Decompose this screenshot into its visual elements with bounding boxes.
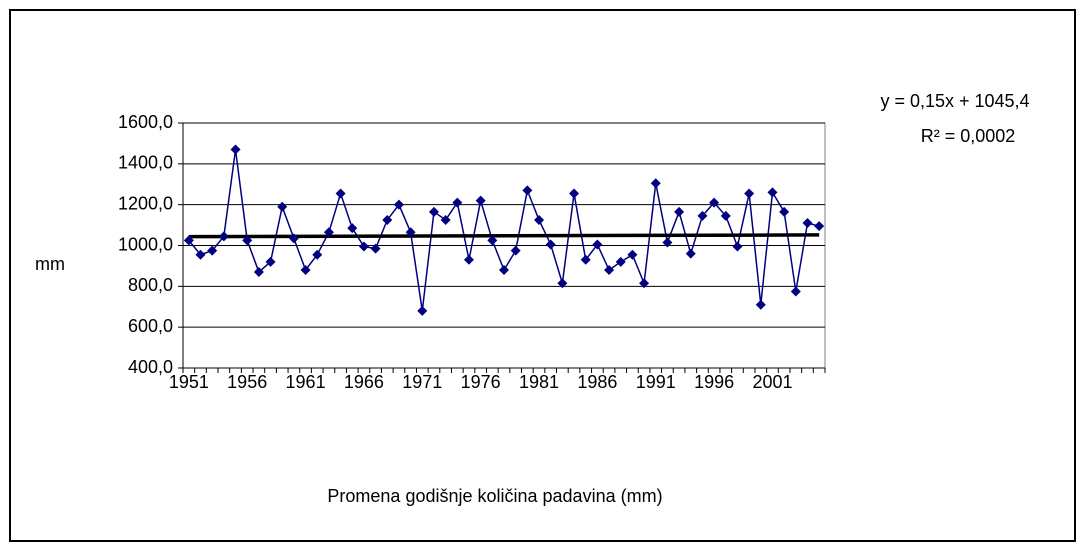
y-tick-label: 400,0 [128, 357, 173, 377]
data-point [557, 278, 568, 289]
x-tick-label: 1976 [461, 372, 501, 392]
chart-title: Promena godišnje količina padavina (mm) [327, 486, 662, 506]
y-tick-label: 1600,0 [118, 112, 173, 132]
data-point [744, 188, 755, 199]
x-tick-label: 1981 [519, 372, 559, 392]
data-point [277, 201, 288, 212]
y-axis-label: mm [35, 254, 65, 274]
data-point [335, 188, 346, 199]
data-point [662, 237, 673, 248]
y-tick-label: 1000,0 [118, 234, 173, 254]
y-tick-label: 1200,0 [118, 193, 173, 213]
y-tick-label: 1400,0 [118, 153, 173, 173]
data-point [697, 210, 708, 221]
data-point [405, 227, 416, 238]
data-point [242, 235, 253, 246]
data-point [767, 187, 778, 198]
data-point [720, 210, 731, 221]
data-point [253, 267, 264, 278]
y-tick-label: 600,0 [128, 316, 173, 336]
data-point [475, 195, 486, 206]
data-point [370, 243, 381, 254]
x-tick-label: 1991 [636, 372, 676, 392]
data-point [732, 241, 743, 252]
data-point [358, 241, 369, 252]
data-point [452, 197, 463, 208]
data-point [545, 239, 556, 250]
x-tick-label: 2001 [752, 372, 792, 392]
data-point [534, 214, 545, 225]
data-point [463, 254, 474, 265]
y-tick-label: 800,0 [128, 275, 173, 295]
data-point [428, 206, 439, 217]
data-point [393, 199, 404, 210]
x-tick-label: 1971 [402, 372, 442, 392]
x-tick-label: 1961 [286, 372, 326, 392]
data-point [569, 188, 580, 199]
trendline [188, 233, 820, 239]
data-point [487, 235, 498, 246]
data-point [323, 227, 334, 238]
data-point [592, 239, 603, 250]
data-point [195, 249, 206, 260]
data-point [814, 221, 825, 232]
data-point [207, 245, 218, 256]
data-point [522, 185, 533, 196]
data-point [288, 233, 299, 244]
data-point [604, 265, 615, 275]
data-point [417, 305, 428, 316]
data-point [802, 218, 813, 229]
data-point [674, 206, 685, 217]
x-tick-label: 1951 [169, 372, 209, 392]
x-tick-label: 1996 [694, 372, 734, 392]
data-point [499, 265, 509, 275]
data-point [312, 249, 323, 260]
data-point [709, 197, 720, 208]
data-point [755, 299, 766, 310]
data-point [230, 144, 241, 155]
data-point [347, 223, 358, 234]
trend-equation: y = 0,15x + 1045,4 [880, 91, 1029, 111]
data-point [639, 278, 650, 289]
data-point [685, 248, 696, 259]
data-point [650, 178, 661, 189]
data-point [265, 256, 276, 267]
data-point [300, 265, 311, 275]
x-tick-label: 1956 [227, 372, 267, 392]
data-point [382, 214, 393, 225]
data-point [627, 249, 638, 260]
x-tick-label: 1966 [344, 372, 384, 392]
data-point [779, 206, 790, 217]
trend-r2: R² = 0,0002 [921, 126, 1016, 146]
data-point [580, 254, 591, 265]
data-point [183, 235, 194, 246]
data-point [218, 231, 229, 242]
x-tick-label: 1986 [577, 372, 617, 392]
data-point [615, 256, 626, 267]
data-point [790, 286, 801, 297]
data-point [440, 214, 451, 225]
data-point [510, 245, 521, 256]
